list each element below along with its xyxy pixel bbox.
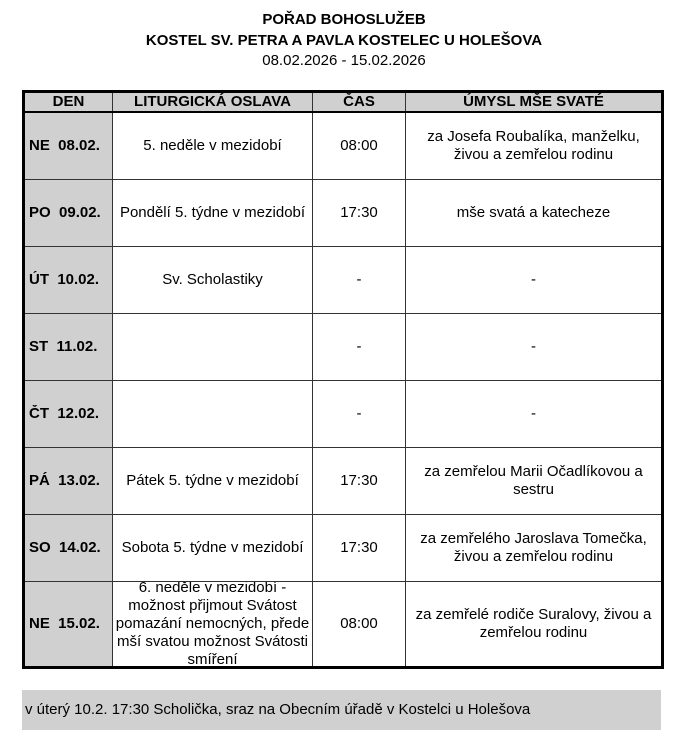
time-cell-text: 17:30 <box>340 472 378 489</box>
column-header-intention: ÚMYSL MŠE SVATÉ <box>405 91 663 113</box>
intention-cell: - <box>405 246 663 314</box>
celebration-cell-text: Pondělí 5. týdne v mezidobí <box>119 204 306 221</box>
time-cell: - <box>312 313 406 381</box>
day-cell: ST 11.02. <box>23 313 113 381</box>
intention-cell-text: za zemřelého Jaroslava Tomečka, živou a … <box>420 530 647 565</box>
time-cell-text: - <box>356 338 362 355</box>
day-cell-text: ČT 12.02. <box>29 405 100 422</box>
day-cell: ČT 12.02. <box>23 380 113 448</box>
announcement-note: v úterý 10.2. 17:30 Scholička, sraz na O… <box>22 690 661 730</box>
time-cell-text: 17:30 <box>340 539 378 556</box>
table-header-row: DEN LITURGICKÁ OSLAVA ČAS ÚMYSL MŠE SVAT… <box>23 91 663 113</box>
day-cell-text: NE 08.02. <box>29 137 100 154</box>
celebration-cell: Pátek 5. týdne v mezidobí <box>112 447 313 515</box>
date-range: 08.02.2026 - 15.02.2026 <box>262 52 426 69</box>
day-cell: SO 14.02. <box>23 514 113 582</box>
table-row: PÁ 13.02. Pátek 5. týdne v mezidobí 17:30 z… <box>23 447 663 515</box>
time-cell: - <box>312 246 406 314</box>
schedule-table: DEN LITURGICKÁ OSLAVA ČAS ÚMYSL MŠE SVAT… <box>22 90 664 669</box>
time-cell: 17:30 <box>312 179 406 247</box>
intention-cell-text: mše svatá a katecheze <box>456 204 611 221</box>
intention-cell-text: za zemřelé rodiče Suralovy, živou a zemř… <box>415 606 652 641</box>
table-row: NE 15.02. 6. neděle v mezidobí - možnost … <box>23 581 663 668</box>
intention-cell: za zemřelého Jaroslava Tomečka, živou a … <box>405 514 663 582</box>
celebration-cell: Sobota 5. týdne v mezidobí <box>112 514 313 582</box>
celebration-cell <box>112 313 313 381</box>
celebration-cell <box>112 380 313 448</box>
day-cell-text: ST 11.02. <box>29 338 98 355</box>
time-cell: 17:30 <box>312 514 406 582</box>
time-cell-text: 17:30 <box>340 204 378 221</box>
time-cell: 17:30 <box>312 447 406 515</box>
time-cell: 08:00 <box>312 111 406 180</box>
celebration-cell-text: 5. neděle v mezidobí <box>143 137 282 154</box>
intention-cell: - <box>405 313 663 381</box>
table-row: PO 09.02. Pondělí 5. týdne v mezidobí 17:3… <box>23 179 663 247</box>
intention-cell: za zemřelou Marii Očadlíkovou a sestru <box>405 447 663 515</box>
table-row: ČT 12.02. - - <box>23 380 663 448</box>
table-row: NE 08.02. 5. neděle v mezidobí 08:00 za Jos… <box>23 111 663 180</box>
page-title: POŘAD BOHOSLUŽEB <box>262 11 426 28</box>
intention-cell-text: - <box>531 271 536 288</box>
day-cell: ÚT 10.02. <box>23 246 113 314</box>
intention-cell: za Josefa Roubalíka, manželku, živou a z… <box>405 111 663 180</box>
table-row: SO 14.02. Sobota 5. týdne v mezidobí 17:30… <box>23 514 663 582</box>
time-cell: - <box>312 380 406 448</box>
day-cell-text: NE 15.02. <box>29 615 100 632</box>
intention-cell-text: - <box>531 338 536 355</box>
time-cell-text: 08:00 <box>340 137 378 154</box>
day-cell: PÁ 13.02. <box>23 447 113 515</box>
day-cell: NE 08.02. <box>23 111 113 180</box>
intention-cell-text: za Josefa Roubalíka, manželku, živou a z… <box>427 128 640 163</box>
time-cell: 08:00 <box>312 581 406 668</box>
intention-cell-text: - <box>531 405 536 422</box>
day-cell-text: PÁ 13.02. <box>29 472 100 489</box>
time-cell-text: - <box>356 405 362 422</box>
time-cell-text: - <box>356 271 362 288</box>
day-cell-text: SO 14.02. <box>29 539 101 556</box>
table-row: ÚT 10.02. Sv. Scholastiky - - <box>23 246 663 314</box>
celebration-cell: 6. neděle v mezidobí - možnost přijmout … <box>112 581 313 668</box>
church-name: KOSTEL SV. PETRA A PAVLA KOSTELEC U HOLE… <box>145 32 543 49</box>
celebration-cell: Pondělí 5. týdne v mezidobí <box>112 179 313 247</box>
celebration-cell-text: Pátek 5. týdne v mezidobí <box>126 472 299 489</box>
celebration-cell: 5. neděle v mezidobí <box>112 111 313 180</box>
celebration-cell-text: Sv. Scholastiky <box>162 271 263 288</box>
day-cell: NE 15.02. <box>23 581 113 668</box>
column-header-time: ČAS <box>312 91 406 113</box>
day-cell-text: PO 09.02. <box>29 204 101 221</box>
column-header-day: DEN <box>23 91 113 113</box>
intention-cell-text: za zemřelou Marii Očadlíkovou a sestru <box>424 463 643 498</box>
celebration-cell-text: 6. neděle v mezidobí - možnost přijmout … <box>115 582 310 667</box>
celebration-cell-text: Sobota 5. týdne v mezidobí <box>121 539 304 556</box>
intention-cell: mše svatá a katecheze <box>405 179 663 247</box>
day-cell: PO 09.02. <box>23 179 113 247</box>
celebration-cell: Sv. Scholastiky <box>112 246 313 314</box>
day-cell-text: ÚT 10.02. <box>29 271 100 288</box>
table-row: ST 11.02. - - <box>23 313 663 381</box>
intention-cell: za zemřelé rodiče Suralovy, živou a zemř… <box>405 581 663 668</box>
intention-cell: - <box>405 380 663 448</box>
time-cell-text: 08:00 <box>340 615 378 632</box>
column-header-celebration: LITURGICKÁ OSLAVA <box>112 91 313 113</box>
